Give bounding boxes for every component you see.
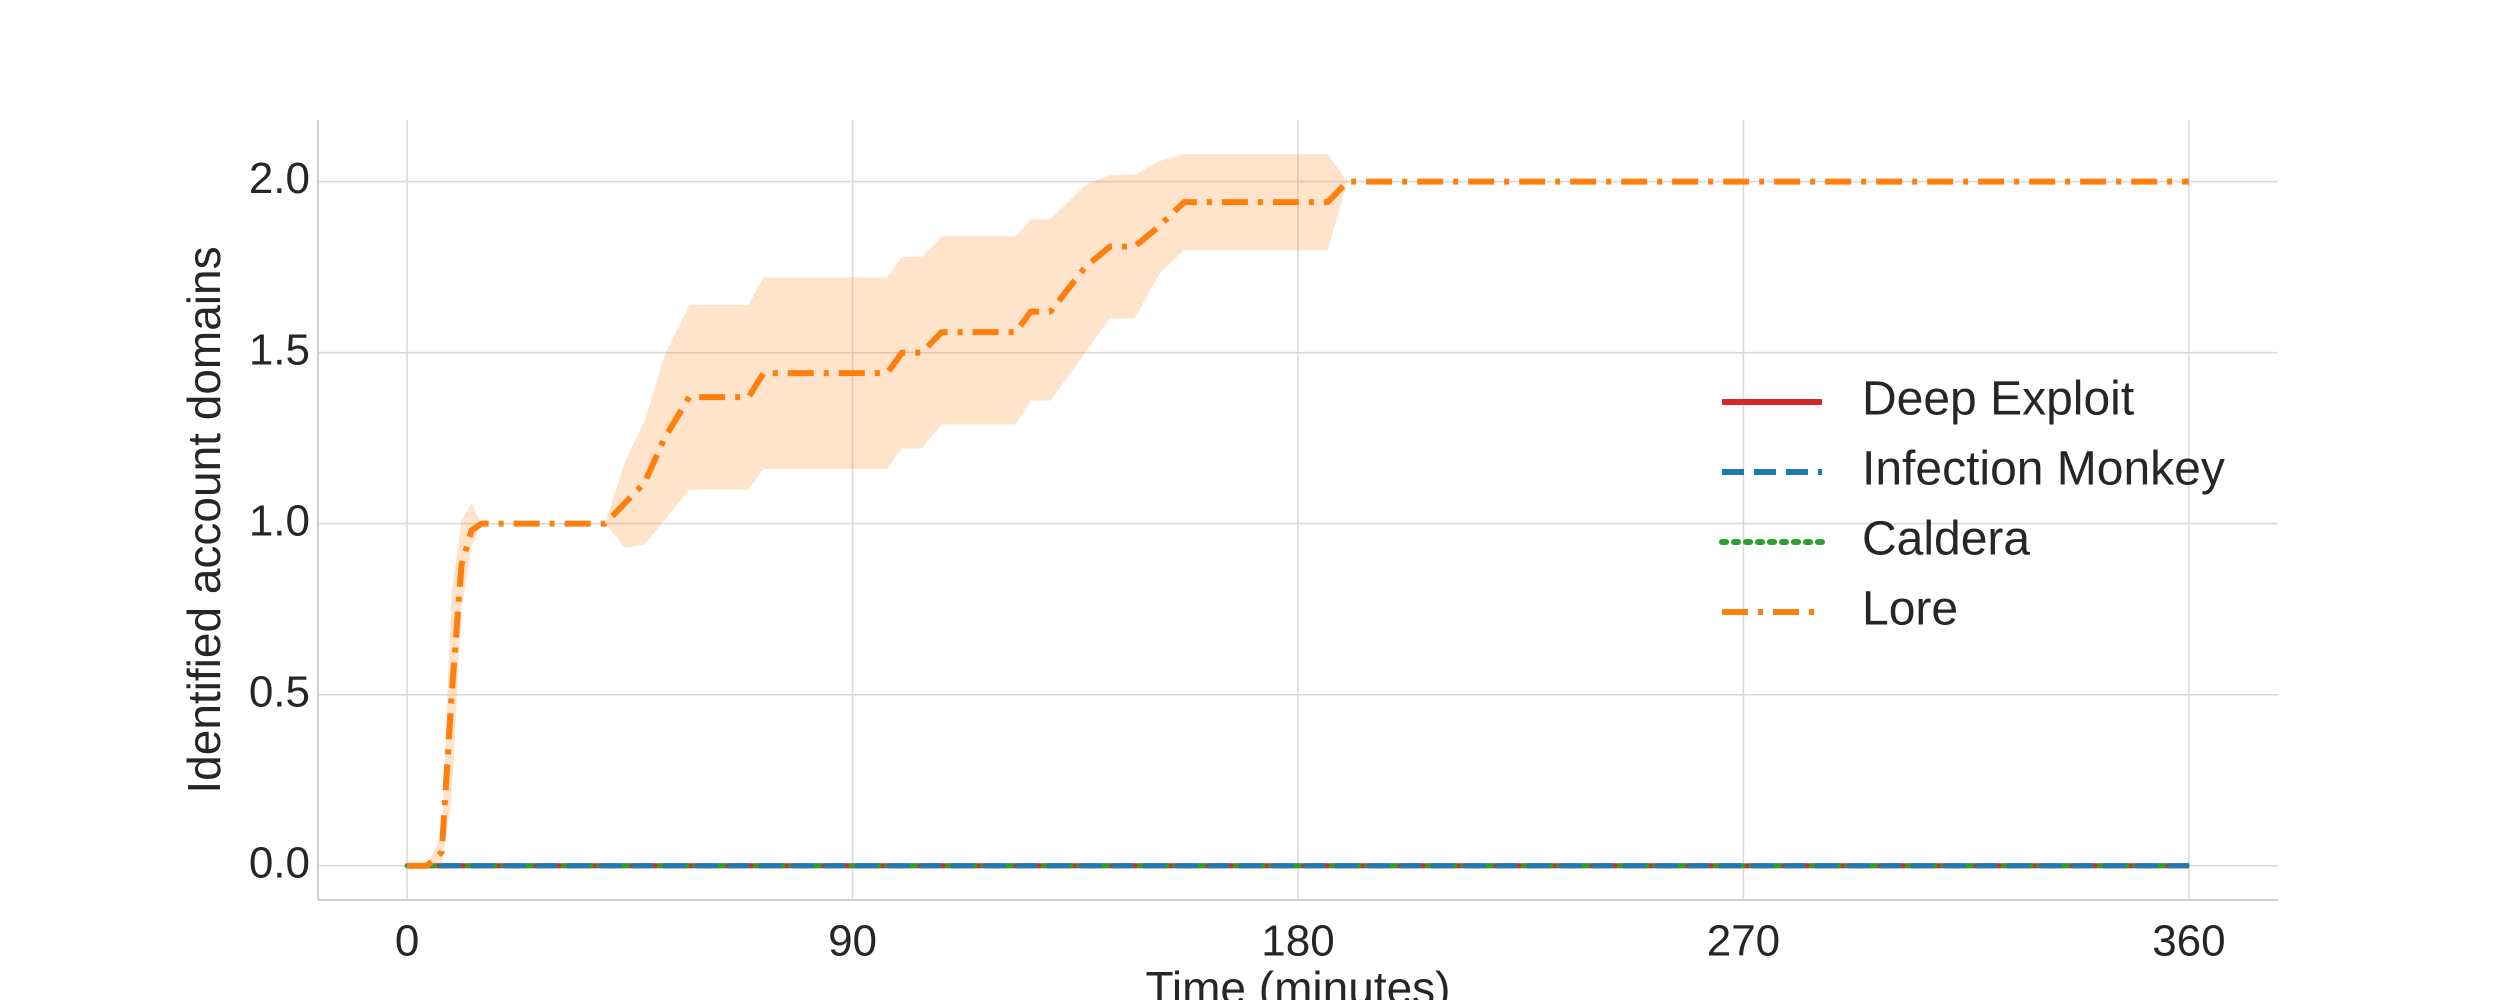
x-tick-label-1: 90: [828, 917, 877, 966]
legend-label-infection-monkey: Infection Monkey: [1862, 443, 2225, 496]
confidence-bands: [407, 154, 2189, 866]
y-tick-label-4: 2.0: [249, 154, 310, 203]
x-tick-label-0: 0: [395, 917, 419, 966]
x-tick-label-2: 180: [1261, 917, 1334, 966]
axes-frame: [317, 120, 2278, 901]
legend-label-deep-exploit: Deep Exploit: [1862, 373, 2134, 426]
series-lines: [404, 178, 2192, 869]
x-tick-label-4: 360: [2152, 917, 2225, 966]
y-tick-labels: 0.0 0.5 1.0 1.5 2.0: [249, 154, 310, 887]
legend-label-caldera: Caldera: [1862, 513, 2030, 566]
y-tick-label-2: 1.0: [249, 496, 310, 545]
x-tick-label-3: 270: [1707, 917, 1780, 966]
y-tick-label-3: 1.5: [249, 325, 310, 374]
legend-label-lore: Lore: [1862, 583, 1958, 636]
legend: Deep Exploit Infection Monkey Caldera Lore: [1719, 373, 2225, 636]
y-tick-label-0: 0.0: [249, 838, 310, 887]
band-lore: [407, 154, 2189, 866]
x-axis-label: Time (minutes): [1146, 962, 1451, 1000]
series-line-lore: [407, 178, 2189, 869]
y-axis-label: Identified account domains: [178, 246, 230, 793]
y-tick-label-1: 0.5: [249, 667, 310, 716]
x-tick-labels: 0 90 180 270 360: [395, 917, 2226, 966]
